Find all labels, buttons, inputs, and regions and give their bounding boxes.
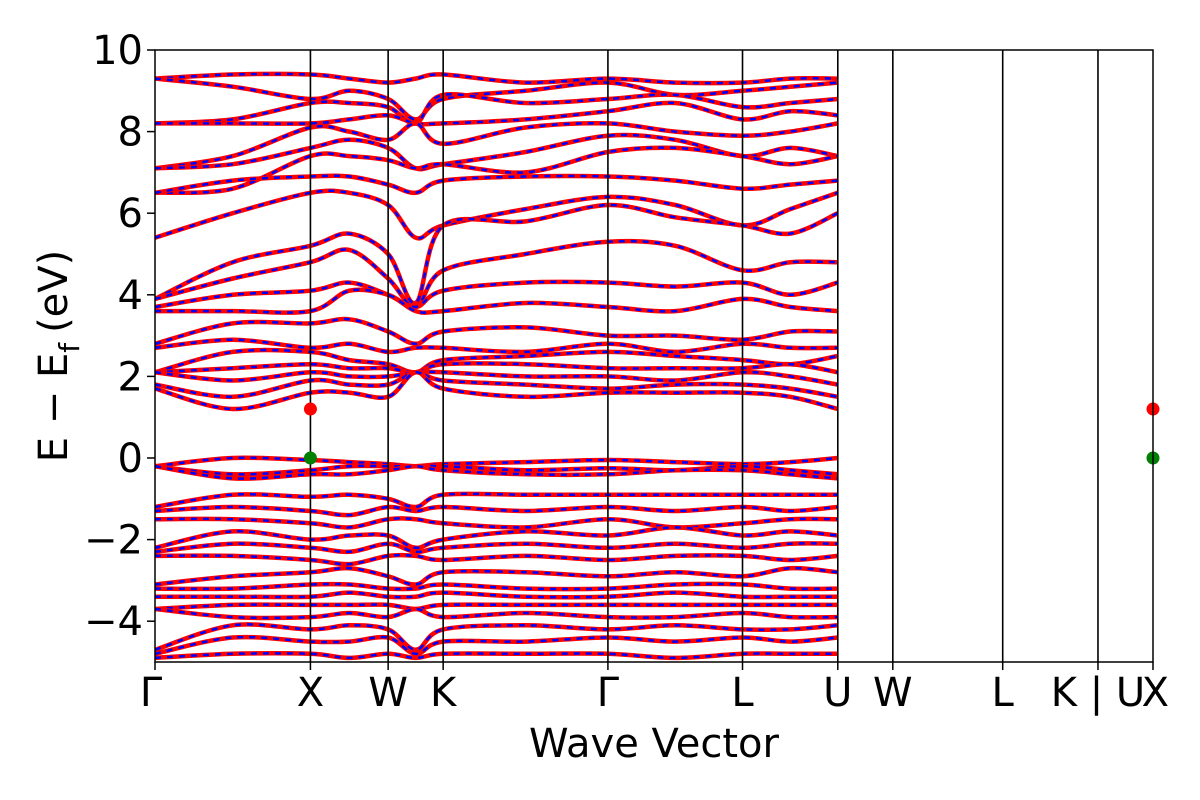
band-9 (155, 188, 839, 241)
plot-frame (154, 49, 1154, 663)
y-axis-ticks: 10 8 6 4 2 0 −2 −4 (84, 28, 155, 645)
band-20 (155, 370, 839, 412)
band-33 (155, 602, 838, 612)
band-line-solid (155, 552, 839, 567)
band-line-dashed (155, 371, 839, 411)
x-tick-label: X (1142, 670, 1169, 716)
y-tick-label: 6 (118, 191, 143, 237)
cbm-marker (303, 402, 317, 416)
x-tick-label: K (430, 670, 458, 716)
band-29 (155, 552, 839, 567)
x-tick-label: W (368, 670, 408, 716)
band-line-dashed (155, 146, 839, 195)
band-32 (155, 590, 838, 600)
y-axis-title-subscript: f (53, 342, 86, 353)
band-35 (155, 622, 838, 653)
band-5 (155, 121, 839, 171)
band-line-dashed (155, 607, 838, 620)
band-line-dashed (155, 623, 838, 652)
band-line-solid (155, 173, 838, 196)
vbm-marker (303, 451, 317, 465)
band-line-dashed (155, 566, 838, 586)
x-tick-label: W (873, 670, 913, 716)
x-tick-label: U (823, 670, 852, 716)
band-28 (155, 541, 838, 555)
x-tick-label: L (992, 670, 1015, 716)
band-line-dashed (155, 101, 838, 126)
band-26 (155, 516, 838, 530)
y-tick-label: 10 (92, 28, 143, 74)
band-25 (155, 504, 838, 518)
band-8 (155, 173, 838, 196)
band-line-dashed (155, 122, 839, 170)
y-axis-title-unit: (eV) (31, 250, 77, 333)
band-line-solid (155, 504, 838, 518)
x-tick-label: X (297, 670, 324, 716)
y-tick-label: 0 (118, 436, 143, 482)
band-37 (155, 651, 838, 661)
x-tick-label: K | U (1051, 670, 1145, 716)
band-line-solid (155, 132, 839, 172)
y-axis-title: E − Ef (eV) (31, 250, 86, 463)
band-line-solid (155, 238, 838, 310)
kpoint-lines (309, 50, 1099, 662)
band-11 (155, 238, 838, 310)
band-line-dashed (155, 517, 838, 529)
band-line-dashed (155, 189, 839, 240)
y-axis-title-main: E − E (31, 353, 77, 463)
x-tick-label: L (731, 670, 754, 716)
bands-layer (155, 71, 839, 661)
x-axis-title: Wave Vector (529, 721, 780, 767)
band-line-dashed (155, 542, 838, 554)
y-tick-label: 8 (118, 110, 143, 156)
band-34 (155, 606, 838, 621)
band-10 (155, 202, 839, 306)
band-6 (155, 132, 839, 172)
x-tick-label: Γ (597, 670, 620, 716)
y-tick-label: 2 (118, 354, 143, 400)
band-7 (155, 145, 839, 196)
band-line-dashed (155, 288, 838, 314)
band-line-dashed (155, 133, 839, 171)
band-line-solid (155, 606, 838, 621)
extrema-markers (303, 402, 1160, 465)
y-tick-label: −2 (84, 518, 143, 564)
band-line-solid (155, 541, 838, 555)
band-line-solid (155, 188, 839, 241)
y-tick-label: 4 (118, 273, 143, 319)
y-tick-label: −4 (84, 599, 143, 645)
band-line-solid (155, 516, 838, 530)
band-31 (155, 581, 838, 592)
x-tick-label: Γ (140, 670, 163, 716)
band-1 (155, 71, 838, 86)
band-line-solid (155, 71, 838, 86)
